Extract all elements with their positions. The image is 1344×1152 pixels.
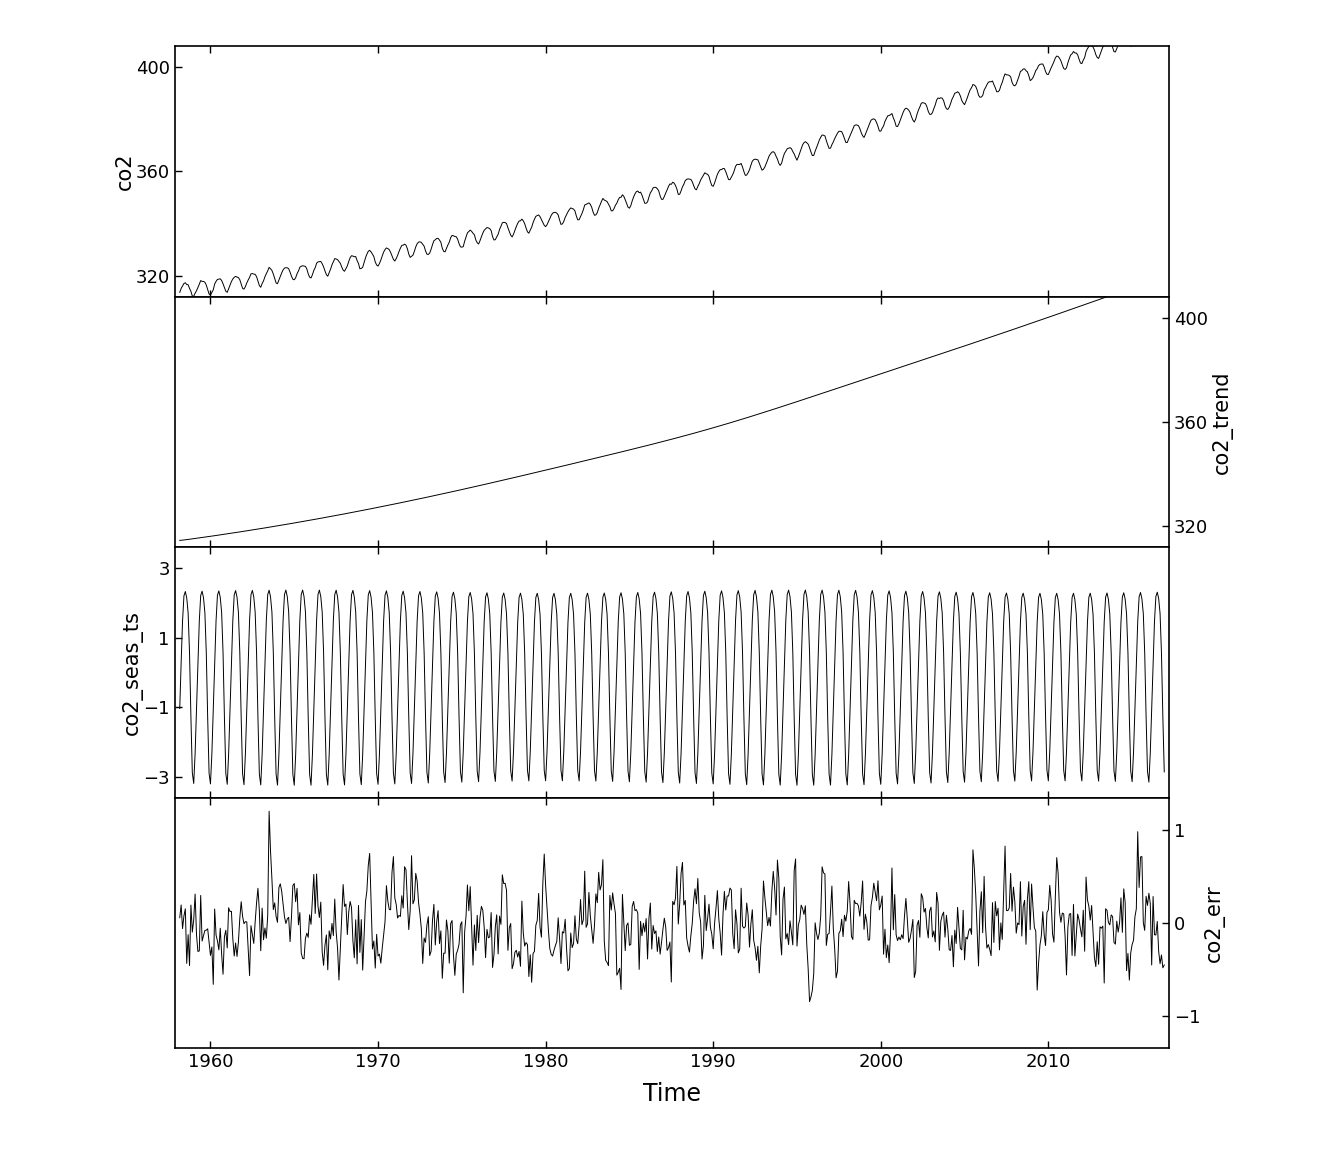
Y-axis label: co2: co2 <box>114 152 134 190</box>
X-axis label: Time: Time <box>642 1082 702 1106</box>
Y-axis label: co2_err: co2_err <box>1204 885 1224 962</box>
Y-axis label: co2_seas_ts: co2_seas_ts <box>121 611 142 735</box>
Y-axis label: co2_trend: co2_trend <box>1212 370 1232 473</box>
